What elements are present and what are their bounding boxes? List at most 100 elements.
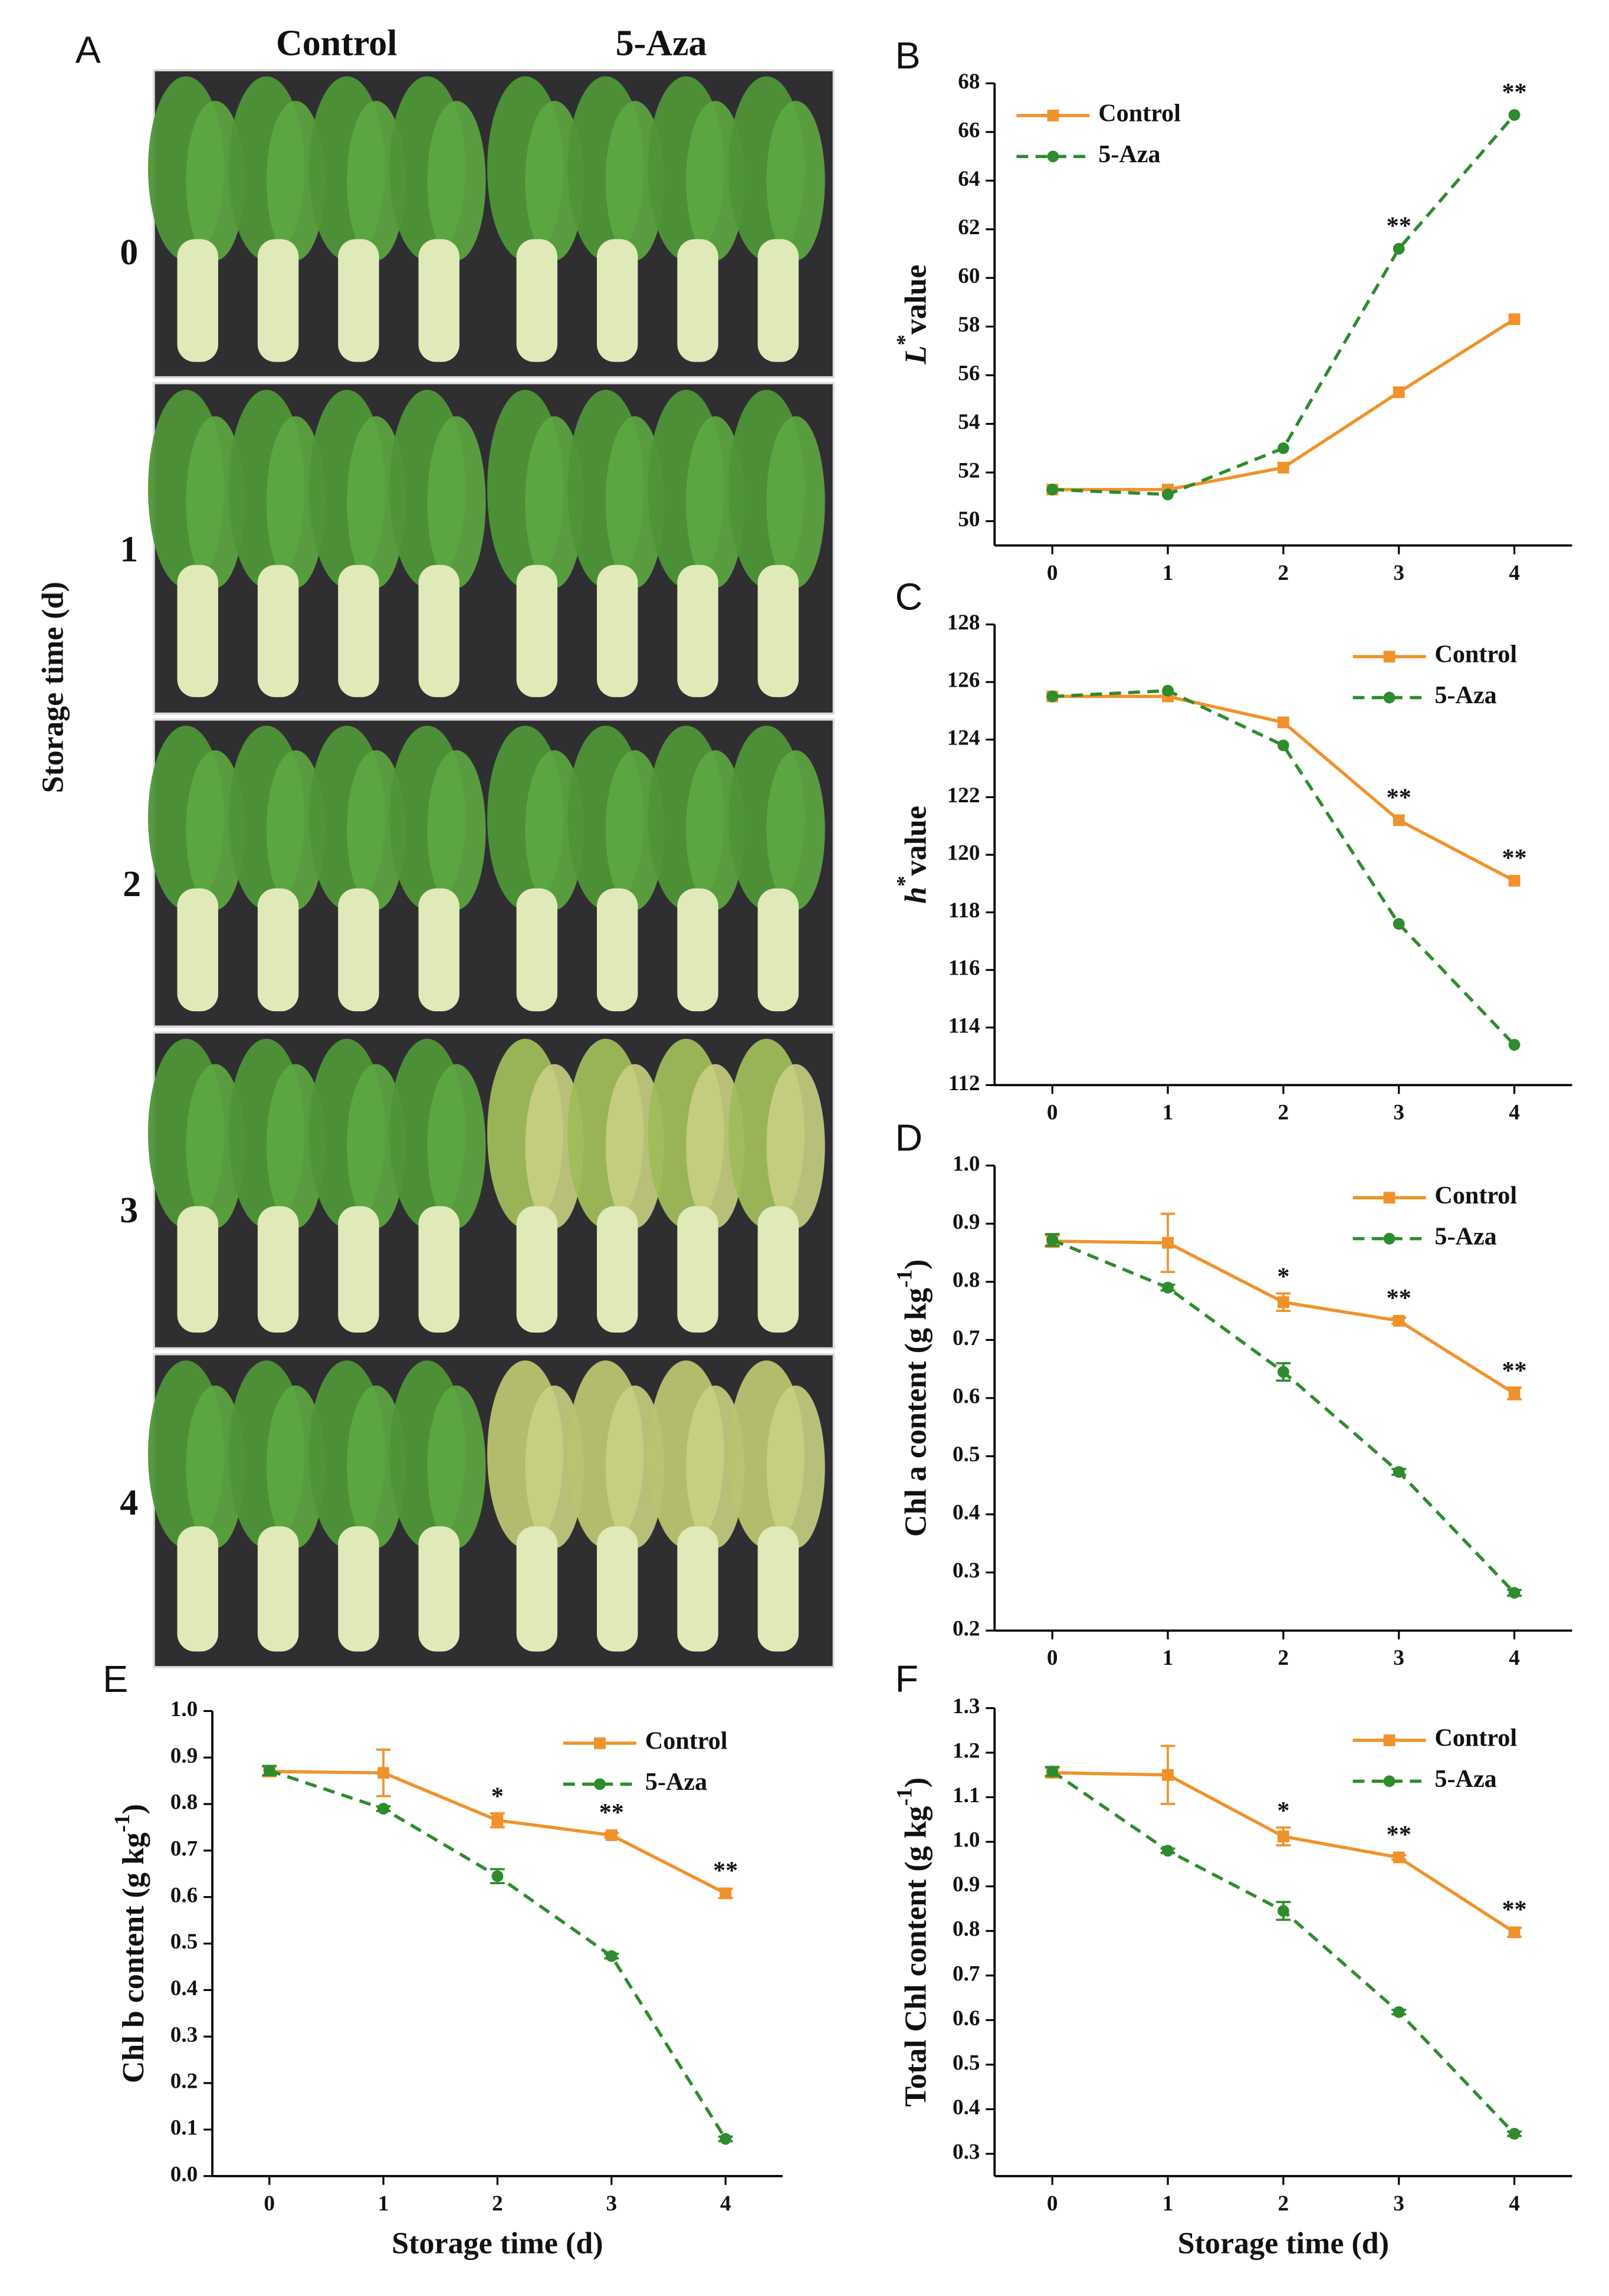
stalk: [596, 565, 638, 697]
legend-label: Control: [1434, 1182, 1517, 1209]
leaf: [427, 101, 486, 261]
leaf: [686, 416, 745, 588]
leaf: [605, 750, 665, 910]
y-axis-label: Total Chl content (g kg-1): [892, 1777, 932, 2107]
y-axis-label: Chl a content (g kg-1): [892, 1259, 932, 1537]
legend-label: 5-Aza: [1434, 1765, 1496, 1793]
stalk: [596, 1526, 638, 1652]
y-tick-label: 0.9: [953, 1872, 980, 1897]
y-tick-label: 60: [958, 264, 980, 288]
panel-label: A: [75, 28, 101, 71]
x-tick-label: 3: [1393, 2192, 1404, 2216]
leaf: [525, 101, 584, 261]
leaf: [525, 1385, 584, 1549]
y-tick-label: 0.3: [170, 2023, 198, 2047]
leaf: [347, 750, 406, 910]
marker: [720, 2133, 732, 2145]
marker: [1162, 1281, 1174, 1294]
stalk: [516, 888, 558, 1012]
stalk: [516, 1526, 558, 1652]
marker: [491, 1814, 504, 1826]
stalk: [516, 1206, 558, 1333]
significance-label: **: [1502, 1895, 1526, 1923]
legend-label: Control: [645, 1727, 728, 1755]
x-tick-label: 1: [1163, 1101, 1174, 1125]
panel-label: B: [895, 34, 921, 77]
y-tick-label: 54: [958, 410, 980, 434]
x-tick-label: 1: [1163, 1646, 1174, 1670]
leaf: [605, 101, 665, 261]
legend-label: Control: [1434, 1724, 1517, 1752]
marker: [491, 1870, 504, 1882]
x-tick-label: 0: [264, 2192, 275, 2216]
marker: [1508, 2128, 1521, 2140]
x-tick-label: 4: [1509, 1101, 1520, 1125]
y-tick-label: 0.8: [170, 1790, 198, 1815]
marker: [377, 1767, 389, 1779]
y-tick-label: 120: [947, 841, 980, 865]
stalk: [516, 565, 558, 697]
leaf: [266, 101, 325, 261]
x-tick-label: 3: [1393, 1101, 1404, 1125]
marker: [1162, 684, 1174, 697]
leaf: [427, 750, 486, 910]
legend-marker: [1047, 109, 1059, 122]
column-header: Control: [276, 24, 397, 64]
panel-label: E: [103, 1658, 128, 1700]
marker: [1277, 1366, 1289, 1378]
y-axis-label-part: Chl a content (g kg: [899, 1288, 932, 1537]
marker: [1277, 461, 1289, 474]
x-tick-label: 4: [720, 2192, 731, 2216]
legend-label: Control: [1098, 100, 1181, 127]
x-tick-label: 3: [1393, 1646, 1404, 1670]
marker: [1046, 690, 1059, 703]
marker: [1508, 1388, 1521, 1399]
marker: [720, 1887, 732, 1900]
stalk: [677, 239, 718, 362]
x-tick-label: 4: [1509, 1646, 1520, 1670]
marker: [1393, 1851, 1405, 1864]
y-tick-label: 1.0: [170, 1697, 198, 1721]
leaf: [427, 416, 486, 588]
leaf: [186, 1064, 245, 1229]
y-tick-label: 1.0: [953, 1828, 980, 1852]
y-tick-label: 128: [947, 611, 980, 635]
marker: [1277, 1296, 1289, 1308]
leaf: [266, 1385, 325, 1549]
y-tick-label: 0.7: [953, 1326, 980, 1350]
y-axis-label-part: Chl b content (g kg: [117, 1832, 150, 2083]
significance-label: **: [713, 1857, 738, 1884]
leaf: [266, 750, 325, 910]
stalk: [177, 888, 218, 1012]
chart: C 112 114 116 118 120 122 124 126 128 0 1 2 3 4 h*value…: [892, 575, 1572, 1125]
marker: [1162, 1845, 1174, 1857]
y-tick-label: 0.2: [170, 2069, 198, 2094]
marker: [1508, 1587, 1521, 1599]
stalk: [757, 1526, 799, 1652]
x-tick-label: 2: [1278, 2192, 1289, 2216]
legend-marker: [594, 1778, 606, 1790]
y-tick-label: 0.7: [953, 1962, 980, 1986]
x-tick-label: 0: [1047, 2192, 1058, 2216]
marker: [1508, 1926, 1521, 1939]
row-label: 4: [120, 1483, 138, 1523]
marker: [1393, 1314, 1405, 1327]
legend-marker: [1383, 691, 1395, 704]
stalk: [677, 565, 718, 697]
significance-label: **: [1387, 783, 1411, 811]
stalk: [177, 1206, 218, 1333]
y-tick-label: 68: [958, 70, 980, 94]
marker: [1508, 109, 1521, 121]
stalk: [677, 1526, 718, 1652]
leaf: [347, 1385, 406, 1549]
y-axis-label-part: -1: [892, 1787, 917, 1806]
photo-panel: [147, 69, 835, 1668]
stalk: [418, 239, 459, 362]
x-tick-label: 2: [492, 2192, 503, 2216]
chart: F 0.3 0.4 0.5 0.6 0.7 0.8 0.9 1.0 1.1 1.2 1.3 0 1 2 3 4 T…: [892, 1658, 1572, 2261]
legend-marker: [594, 1737, 606, 1749]
leaf: [686, 1064, 745, 1229]
chart: D 0.2 0.3 0.4 0.5 0.6 0.7 0.8 0.9 1.0 0 1 2 3 4 Chl a c…: [892, 1117, 1572, 1670]
stalk: [177, 565, 218, 697]
marker: [1162, 1236, 1174, 1249]
